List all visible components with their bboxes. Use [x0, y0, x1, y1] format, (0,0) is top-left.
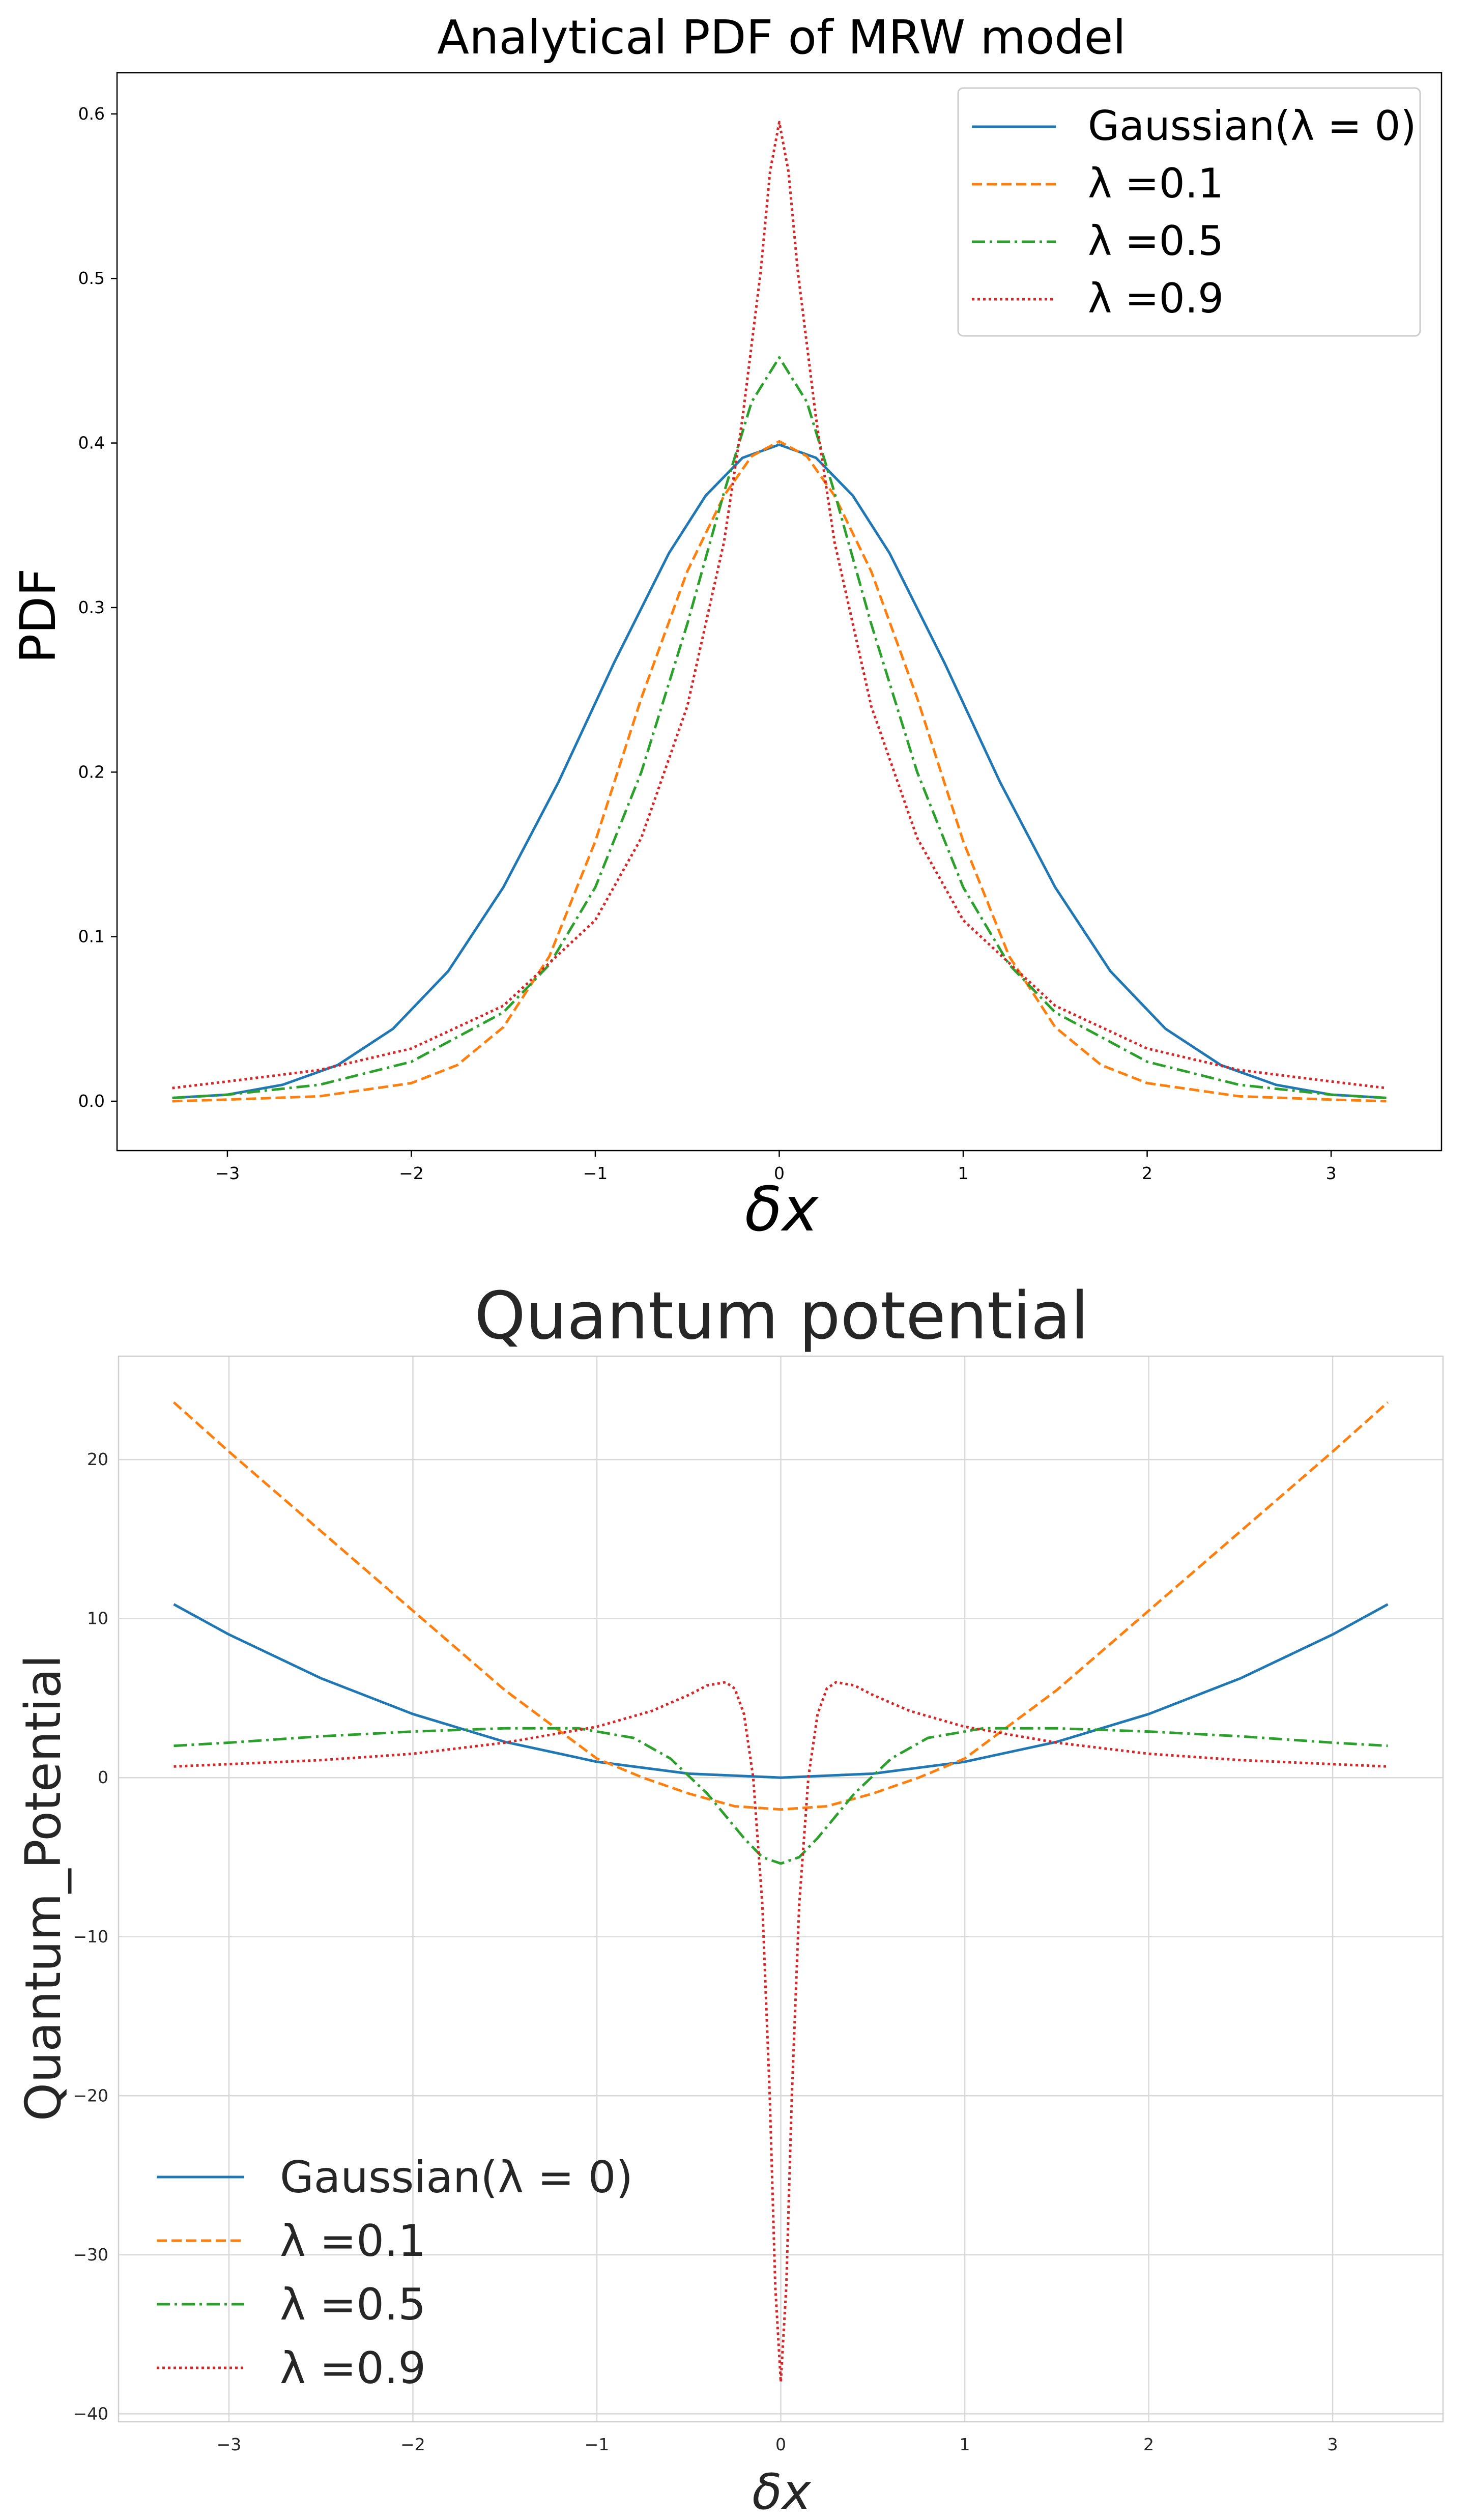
quantum-legend-lines	[157, 2175, 244, 2369]
quantum-series-gaussian	[173, 1603, 1389, 1779]
pdf-y-ticks: 0.0 0.1 0.2 0.3 0.4 0.5 0.6	[78, 104, 117, 1111]
pdf-y-tick-label: 0.3	[78, 597, 105, 617]
pdf-plot-area	[116, 72, 1443, 1152]
quantum-legend-entry-lambda-0-5: λ =0.5	[280, 2279, 426, 2330]
quantum-chart-title: Quantum potential	[474, 1278, 1089, 1354]
pdf-x-tick-label: 3	[1326, 1163, 1337, 1183]
pdf-series-group	[172, 121, 1387, 1103]
quantum-y-tick-label: −40	[73, 2403, 108, 2423]
quantum-plot-area	[118, 1355, 1444, 2423]
pdf-series-lambda-0-5	[172, 356, 1387, 1099]
pdf-series-lambda-0-1	[172, 440, 1387, 1103]
quantum-x-tick-label: −1	[585, 2435, 610, 2454]
quantum-y-tick-label: 0	[98, 1767, 108, 1787]
pdf-legend-lines	[972, 125, 1056, 301]
pdf-x-tick-label: 2	[1142, 1163, 1152, 1183]
pdf-y-tick-label: 0.2	[78, 762, 105, 782]
pdf-y-tick-label: 0.1	[78, 927, 105, 947]
quantum-series-group	[172, 1401, 1389, 2384]
quantum-x-tick-label: 0	[775, 2435, 786, 2454]
quantum-y-tick-label: −30	[73, 2245, 108, 2265]
quantum-series-lambda-0-1	[172, 1401, 1389, 1811]
pdf-y-axis-label: PDF	[10, 568, 67, 663]
quantum-x-tick-label: 2	[1143, 2435, 1154, 2454]
quantum-y-ticks: 20 10 0 −10 −20 −30 −40	[73, 1449, 108, 2423]
quantum-legend-entry-lambda-0-9: λ =0.9	[280, 2343, 426, 2394]
quantum-grid	[119, 1356, 1443, 2422]
pdf-y-tick-label: 0.5	[78, 268, 105, 288]
pdf-series-lambda-0-9	[172, 121, 1387, 1090]
pdf-y-tick-label: 0.0	[78, 1091, 105, 1111]
pdf-legend-frame	[957, 87, 1421, 337]
quantum-legend-entry-lambda-0-1: λ =0.1	[280, 2216, 426, 2267]
quantum-y-tick-label: −20	[73, 2085, 108, 2105]
pdf-x-tick-label: 0	[774, 1163, 785, 1183]
pdf-series-gaussian	[172, 443, 1387, 1099]
pdf-legend-entry-gaussian: Gaussian(λ = 0)	[1088, 102, 1417, 150]
pdf-x-tick-label: 1	[958, 1163, 969, 1183]
pdf-legend-entry-lambda-0-9: λ =0.9	[1088, 275, 1224, 322]
quantum-legend: Gaussian(λ = 0) λ =0.1 λ =0.5 λ =0.9	[157, 2152, 633, 2394]
pdf-chart-title: Analytical PDF of MRW model	[437, 10, 1126, 65]
pdf-chart: Analytical PDF of MRW model 0.0 0.1 0.2 0.3…	[10, 10, 1443, 1245]
pdf-x-tick-label: −3	[215, 1163, 240, 1183]
quantum-y-tick-label: −10	[73, 1927, 108, 1946]
quantum-y-axis-label: Quantum_Potential	[15, 1655, 72, 2122]
quantum-x-axis-label: δx	[752, 2464, 812, 2520]
pdf-legend: Gaussian(λ = 0) λ =0.1 λ =0.5 λ =0.9	[957, 87, 1421, 337]
quantum-x-ticks: −3 −2 −1 0 1 2 3	[217, 2435, 1338, 2454]
pdf-x-axis-label: δx	[745, 1175, 819, 1245]
pdf-legend-entry-lambda-0-5: λ =0.5	[1088, 217, 1224, 265]
pdf-legend-entry-lambda-0-1: λ =0.1	[1088, 160, 1224, 207]
quantum-x-tick-label: 1	[960, 2435, 970, 2454]
pdf-x-ticks: −3 −2 −1 0 1 2 3	[215, 1151, 1337, 1183]
pdf-x-tick-label: −1	[583, 1163, 608, 1183]
pdf-x-tick-label: −2	[399, 1163, 424, 1183]
quantum-x-tick-label: −3	[217, 2435, 242, 2454]
quantum-series-lambda-0-9	[174, 1681, 1388, 2384]
pdf-y-tick-label: 0.6	[78, 104, 105, 124]
quantum-y-tick-label: 20	[87, 1449, 108, 1469]
pdf-y-tick-label: 0.4	[78, 433, 105, 453]
quantum-y-tick-label: 10	[87, 1609, 108, 1628]
quantum-x-tick-label: 3	[1328, 2435, 1338, 2454]
quantum-series-lambda-0-5	[174, 1727, 1388, 1865]
quantum-x-tick-label: −2	[400, 2435, 425, 2454]
quantum-legend-entry-gaussian: Gaussian(λ = 0)	[280, 2152, 633, 2203]
